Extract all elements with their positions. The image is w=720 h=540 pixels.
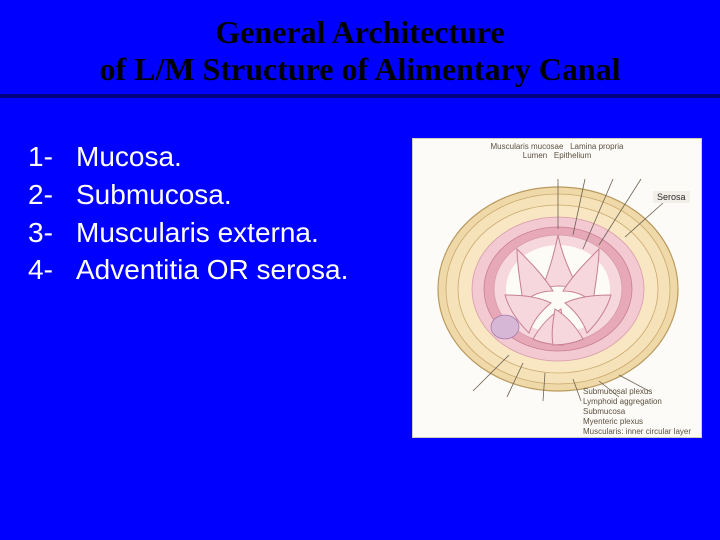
list-number: 4- bbox=[28, 251, 76, 289]
list-item: 4- Adventitia OR serosa. bbox=[28, 251, 428, 289]
diagram-top-labels: Muscularis mucosae Lamina propria Lumen … bbox=[413, 143, 701, 161]
list-text: Submucosa. bbox=[76, 176, 428, 214]
diagram-label: Epithelium bbox=[554, 151, 591, 160]
diagram-label: Lumen bbox=[523, 151, 547, 160]
list-number: 3- bbox=[28, 214, 76, 252]
list-text: Mucosa. bbox=[76, 138, 428, 176]
list-item: 1- Mucosa. bbox=[28, 138, 428, 176]
title-rule bbox=[0, 94, 720, 98]
list-item: 2- Submucosa. bbox=[28, 176, 428, 214]
list-text: Muscularis externa. bbox=[76, 214, 428, 252]
list-item: 3- Muscularis externa. bbox=[28, 214, 428, 252]
list-text: Adventitia OR serosa. bbox=[76, 251, 428, 289]
serosa-tag: Serosa bbox=[653, 191, 690, 203]
diagram-label: Myenteric plexus bbox=[583, 417, 701, 427]
title-line-2: of L/M Structure of Alimentary Canal bbox=[0, 51, 720, 88]
diagram-label: Submucosal plexus bbox=[583, 387, 701, 397]
slide: General Architecture of L/M Structure of… bbox=[0, 0, 720, 540]
diagram-label: Lymphoid aggregation bbox=[583, 397, 701, 407]
diagram-label: Muscularis mucosae bbox=[491, 142, 564, 151]
list-number: 2- bbox=[28, 176, 76, 214]
diagram-label: Muscularis: inner circular layer bbox=[583, 427, 701, 437]
cross-section-diagram: Muscularis mucosae Lamina propria Lumen … bbox=[412, 138, 702, 438]
diagram-bottom-labels: Submucosal plexus Lymphoid aggregation S… bbox=[583, 387, 701, 438]
title-block: General Architecture of L/M Structure of… bbox=[0, 0, 720, 88]
diagram-label: Lamina propria bbox=[570, 142, 623, 151]
list-number: 1- bbox=[28, 138, 76, 176]
title-line-1: General Architecture bbox=[0, 14, 720, 51]
diagram-label: Submucosa bbox=[583, 407, 701, 417]
bullet-list: 1- Mucosa. 2- Submucosa. 3- Muscularis e… bbox=[28, 138, 428, 289]
